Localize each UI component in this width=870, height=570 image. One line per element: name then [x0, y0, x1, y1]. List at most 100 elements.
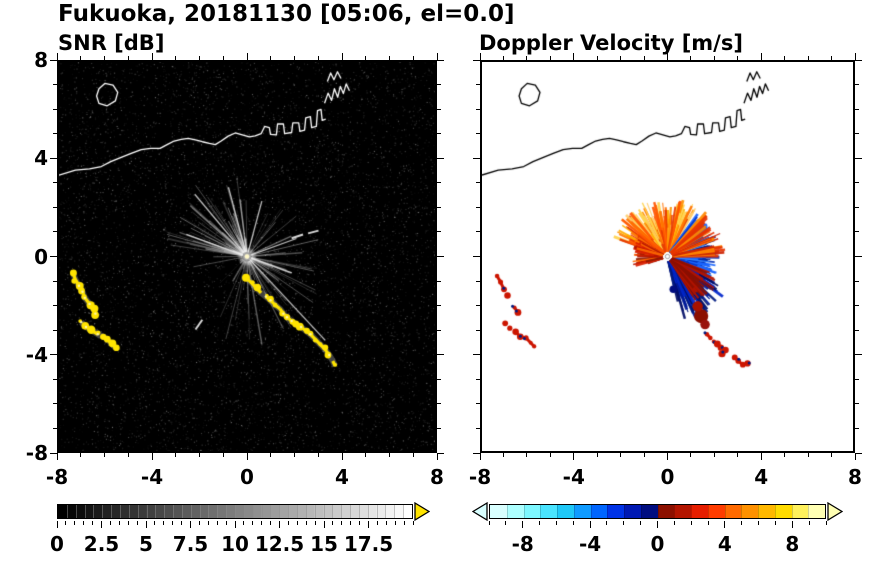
colorbar-tick [181, 521, 183, 525]
x-axis-tick [737, 56, 739, 60]
x-axis-tick [831, 56, 833, 60]
colorbar-segment [774, 505, 792, 518]
y-tick-label: -8 [25, 441, 48, 465]
y-axis-tick [855, 182, 859, 184]
x-axis-tick [690, 453, 692, 457]
y-axis-tick [855, 378, 859, 380]
x-axis-tick [341, 53, 343, 60]
colorbar-tick-label: 10 [221, 532, 249, 556]
y-axis-tick [855, 84, 859, 86]
x-axis-tick [56, 453, 58, 460]
y-axis-tick [855, 108, 859, 110]
y-axis-tick [855, 305, 859, 307]
colorbar-division [332, 505, 334, 518]
colorbar-division [590, 505, 592, 518]
colorbar-tick [270, 521, 272, 525]
y-axis-tick [473, 59, 480, 61]
colorbar-division [674, 505, 676, 518]
colorbar-division [657, 505, 659, 518]
colorbar-segment [707, 505, 725, 518]
colorbar-tick [127, 521, 129, 525]
colorbar-segment [573, 505, 591, 518]
colorbar-segment [323, 505, 333, 518]
colorbar-division [540, 505, 542, 518]
y-axis-tick [476, 133, 480, 135]
x-tick-label: 8 [430, 465, 444, 489]
colorbar-segment [332, 505, 341, 518]
y-axis-tick [476, 231, 480, 233]
colorbar-tick [808, 521, 810, 525]
doppler-panel-title: Doppler Velocity [m/s] [479, 31, 743, 55]
x-axis-tick [246, 453, 248, 460]
colorbar-division [506, 505, 508, 518]
colorbar-tick [572, 521, 574, 525]
colorbar-division [350, 505, 352, 518]
colorbar-division [323, 505, 325, 518]
colorbar-segment [674, 505, 691, 518]
colorbar-division [146, 505, 148, 518]
colorbar-tick [332, 521, 334, 525]
colorbar-tick-label: 2.5 [83, 532, 120, 556]
colorbar-division [199, 505, 201, 518]
colorbar-segment [146, 505, 156, 518]
x-tick-label: -4 [140, 465, 164, 489]
colorbar-tick-label: 5 [139, 532, 153, 556]
colorbar-division [208, 505, 210, 518]
colorbar-tick-label: 7.5 [172, 532, 209, 556]
colorbar-division [93, 505, 95, 518]
colorbar-segment [217, 505, 227, 518]
colorbar-division [296, 505, 298, 518]
colorbar-tick [83, 521, 85, 525]
doppler-radar-image [482, 62, 853, 451]
colorbar-division [385, 505, 387, 518]
colorbar-division [252, 505, 254, 518]
colorbar-segment [181, 505, 191, 518]
colorbar-segment [243, 505, 253, 518]
colorbar-tick-label: 8 [785, 532, 800, 556]
y-axis-tick [855, 256, 862, 257]
colorbar-segment [341, 505, 350, 518]
y-axis-tick [50, 256, 57, 257]
x-axis-tick [620, 56, 622, 60]
colorbar-division [235, 505, 236, 518]
colorbar-tick [412, 521, 414, 525]
colorbar-tick [56, 521, 58, 528]
colorbar-tick [690, 521, 692, 525]
colorbar-segment [506, 505, 524, 518]
colorbar-segment [102, 505, 112, 518]
y-axis-tick [50, 354, 57, 356]
colorbar-tick [261, 521, 263, 525]
x-axis-tick [151, 53, 153, 60]
colorbar-division [137, 505, 139, 518]
x-axis-tick [151, 453, 153, 460]
y-axis-tick [476, 329, 480, 331]
colorbar-segment [657, 505, 675, 518]
y-axis-tick [855, 59, 862, 61]
colorbar-tick [606, 521, 608, 525]
y-tick-label: 4 [34, 146, 48, 171]
x-axis-tick [412, 453, 414, 457]
colorbar-segment [590, 505, 608, 518]
colorbar-division [791, 505, 793, 518]
x-axis-tick [737, 453, 739, 457]
x-axis-tick [807, 56, 809, 60]
y-axis-tick [437, 84, 441, 86]
colorbar-division [808, 505, 810, 518]
y-axis-tick [855, 354, 862, 356]
y-axis-tick [855, 280, 859, 282]
colorbar-tick [488, 521, 490, 525]
y-tick-label: 8 [34, 48, 48, 72]
colorbar-segment [808, 505, 825, 518]
colorbar-tick [109, 521, 111, 525]
colorbar-over-range-arrow-icon [414, 502, 430, 521]
colorbar-division [376, 505, 378, 518]
x-axis-tick [270, 56, 272, 60]
x-axis-tick [365, 453, 367, 457]
colorbar-division [573, 505, 575, 518]
colorbar-segment [724, 505, 742, 518]
colorbar-division [164, 505, 166, 518]
snr-radar-image [59, 62, 435, 451]
x-axis-tick [854, 53, 856, 60]
colorbar-tick [118, 521, 120, 525]
x-axis-tick [573, 453, 575, 460]
